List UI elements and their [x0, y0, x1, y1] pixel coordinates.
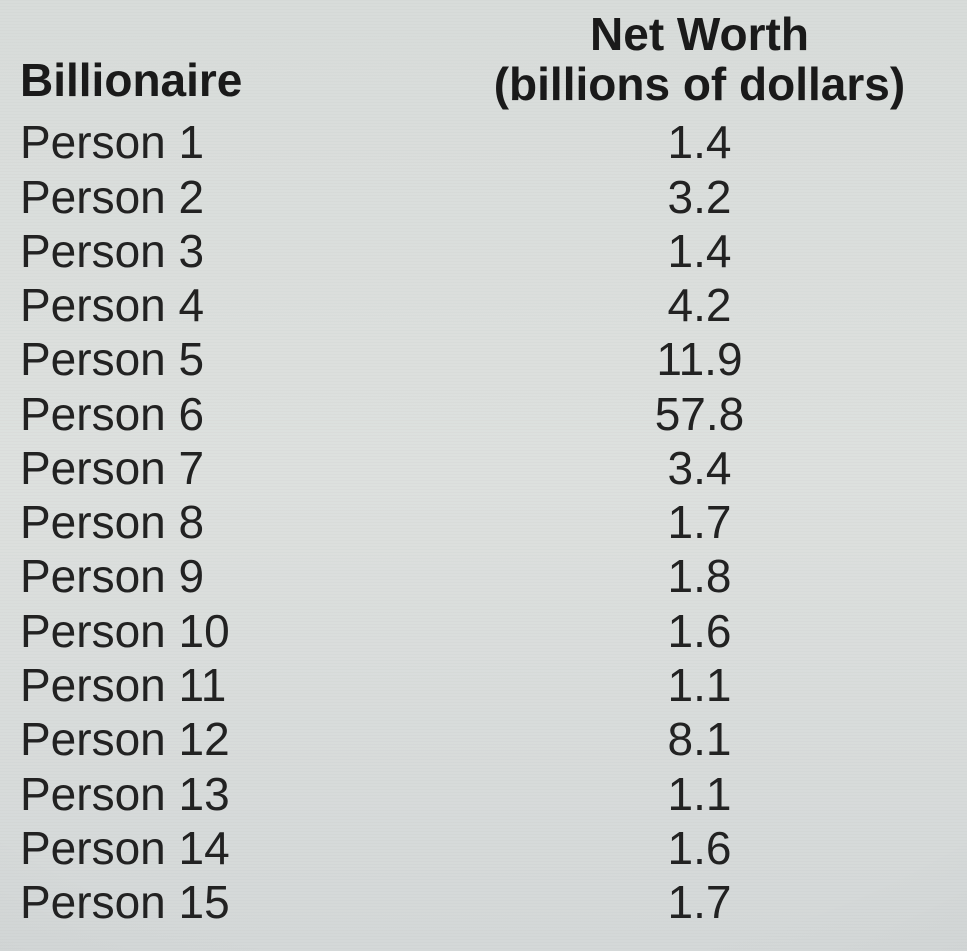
billionaire-table: Billionaire Net Worth (billions of dolla…: [14, 10, 953, 929]
row-value: 1.8: [446, 549, 953, 603]
row-label: Person 8: [14, 495, 446, 549]
table-row: Person 23.2: [14, 170, 953, 224]
table-row: Person 73.4: [14, 441, 953, 495]
header-billionaire: Billionaire: [14, 10, 446, 115]
header-networth-line1: Net Worth: [590, 8, 809, 60]
row-value: 3.4: [446, 441, 953, 495]
row-label: Person 12: [14, 712, 446, 766]
row-label: Person 13: [14, 767, 446, 821]
table-row: Person 151.7: [14, 875, 953, 929]
row-value: 1.4: [446, 115, 953, 169]
row-value: 1.7: [446, 875, 953, 929]
row-value: 1.6: [446, 821, 953, 875]
row-label: Person 14: [14, 821, 446, 875]
row-label: Person 7: [14, 441, 446, 495]
row-label: Person 9: [14, 549, 446, 603]
row-value: 57.8: [446, 387, 953, 441]
billionaire-table-container: Billionaire Net Worth (billions of dolla…: [14, 10, 953, 929]
table-row: Person 81.7: [14, 495, 953, 549]
row-value: 1.4: [446, 224, 953, 278]
table-row: Person 657.8: [14, 387, 953, 441]
table-row: Person 101.6: [14, 604, 953, 658]
row-value: 1.1: [446, 767, 953, 821]
row-value: 8.1: [446, 712, 953, 766]
table-row: Person 11.4: [14, 115, 953, 169]
row-value: 11.9: [446, 332, 953, 386]
row-label: Person 5: [14, 332, 446, 386]
table-row: Person 91.8: [14, 549, 953, 603]
row-value: 4.2: [446, 278, 953, 332]
table-row: Person 511.9: [14, 332, 953, 386]
row-value: 1.1: [446, 658, 953, 712]
table-header-row: Billionaire Net Worth (billions of dolla…: [14, 10, 953, 115]
row-label: Person 15: [14, 875, 446, 929]
table-row: Person 111.1: [14, 658, 953, 712]
table-row: Person 31.4: [14, 224, 953, 278]
row-label: Person 6: [14, 387, 446, 441]
row-label: Person 4: [14, 278, 446, 332]
header-networth: Net Worth (billions of dollars): [446, 10, 953, 115]
table-row: Person 128.1: [14, 712, 953, 766]
table-row: Person 44.2: [14, 278, 953, 332]
row-label: Person 11: [14, 658, 446, 712]
row-value: 1.6: [446, 604, 953, 658]
row-value: 3.2: [446, 170, 953, 224]
table-row: Person 131.1: [14, 767, 953, 821]
row-label: Person 2: [14, 170, 446, 224]
row-value: 1.7: [446, 495, 953, 549]
row-label: Person 10: [14, 604, 446, 658]
table-row: Person 141.6: [14, 821, 953, 875]
header-networth-line2: (billions of dollars): [494, 58, 905, 110]
row-label: Person 3: [14, 224, 446, 278]
table-body: Person 11.4 Person 23.2 Person 31.4 Pers…: [14, 115, 953, 929]
row-label: Person 1: [14, 115, 446, 169]
